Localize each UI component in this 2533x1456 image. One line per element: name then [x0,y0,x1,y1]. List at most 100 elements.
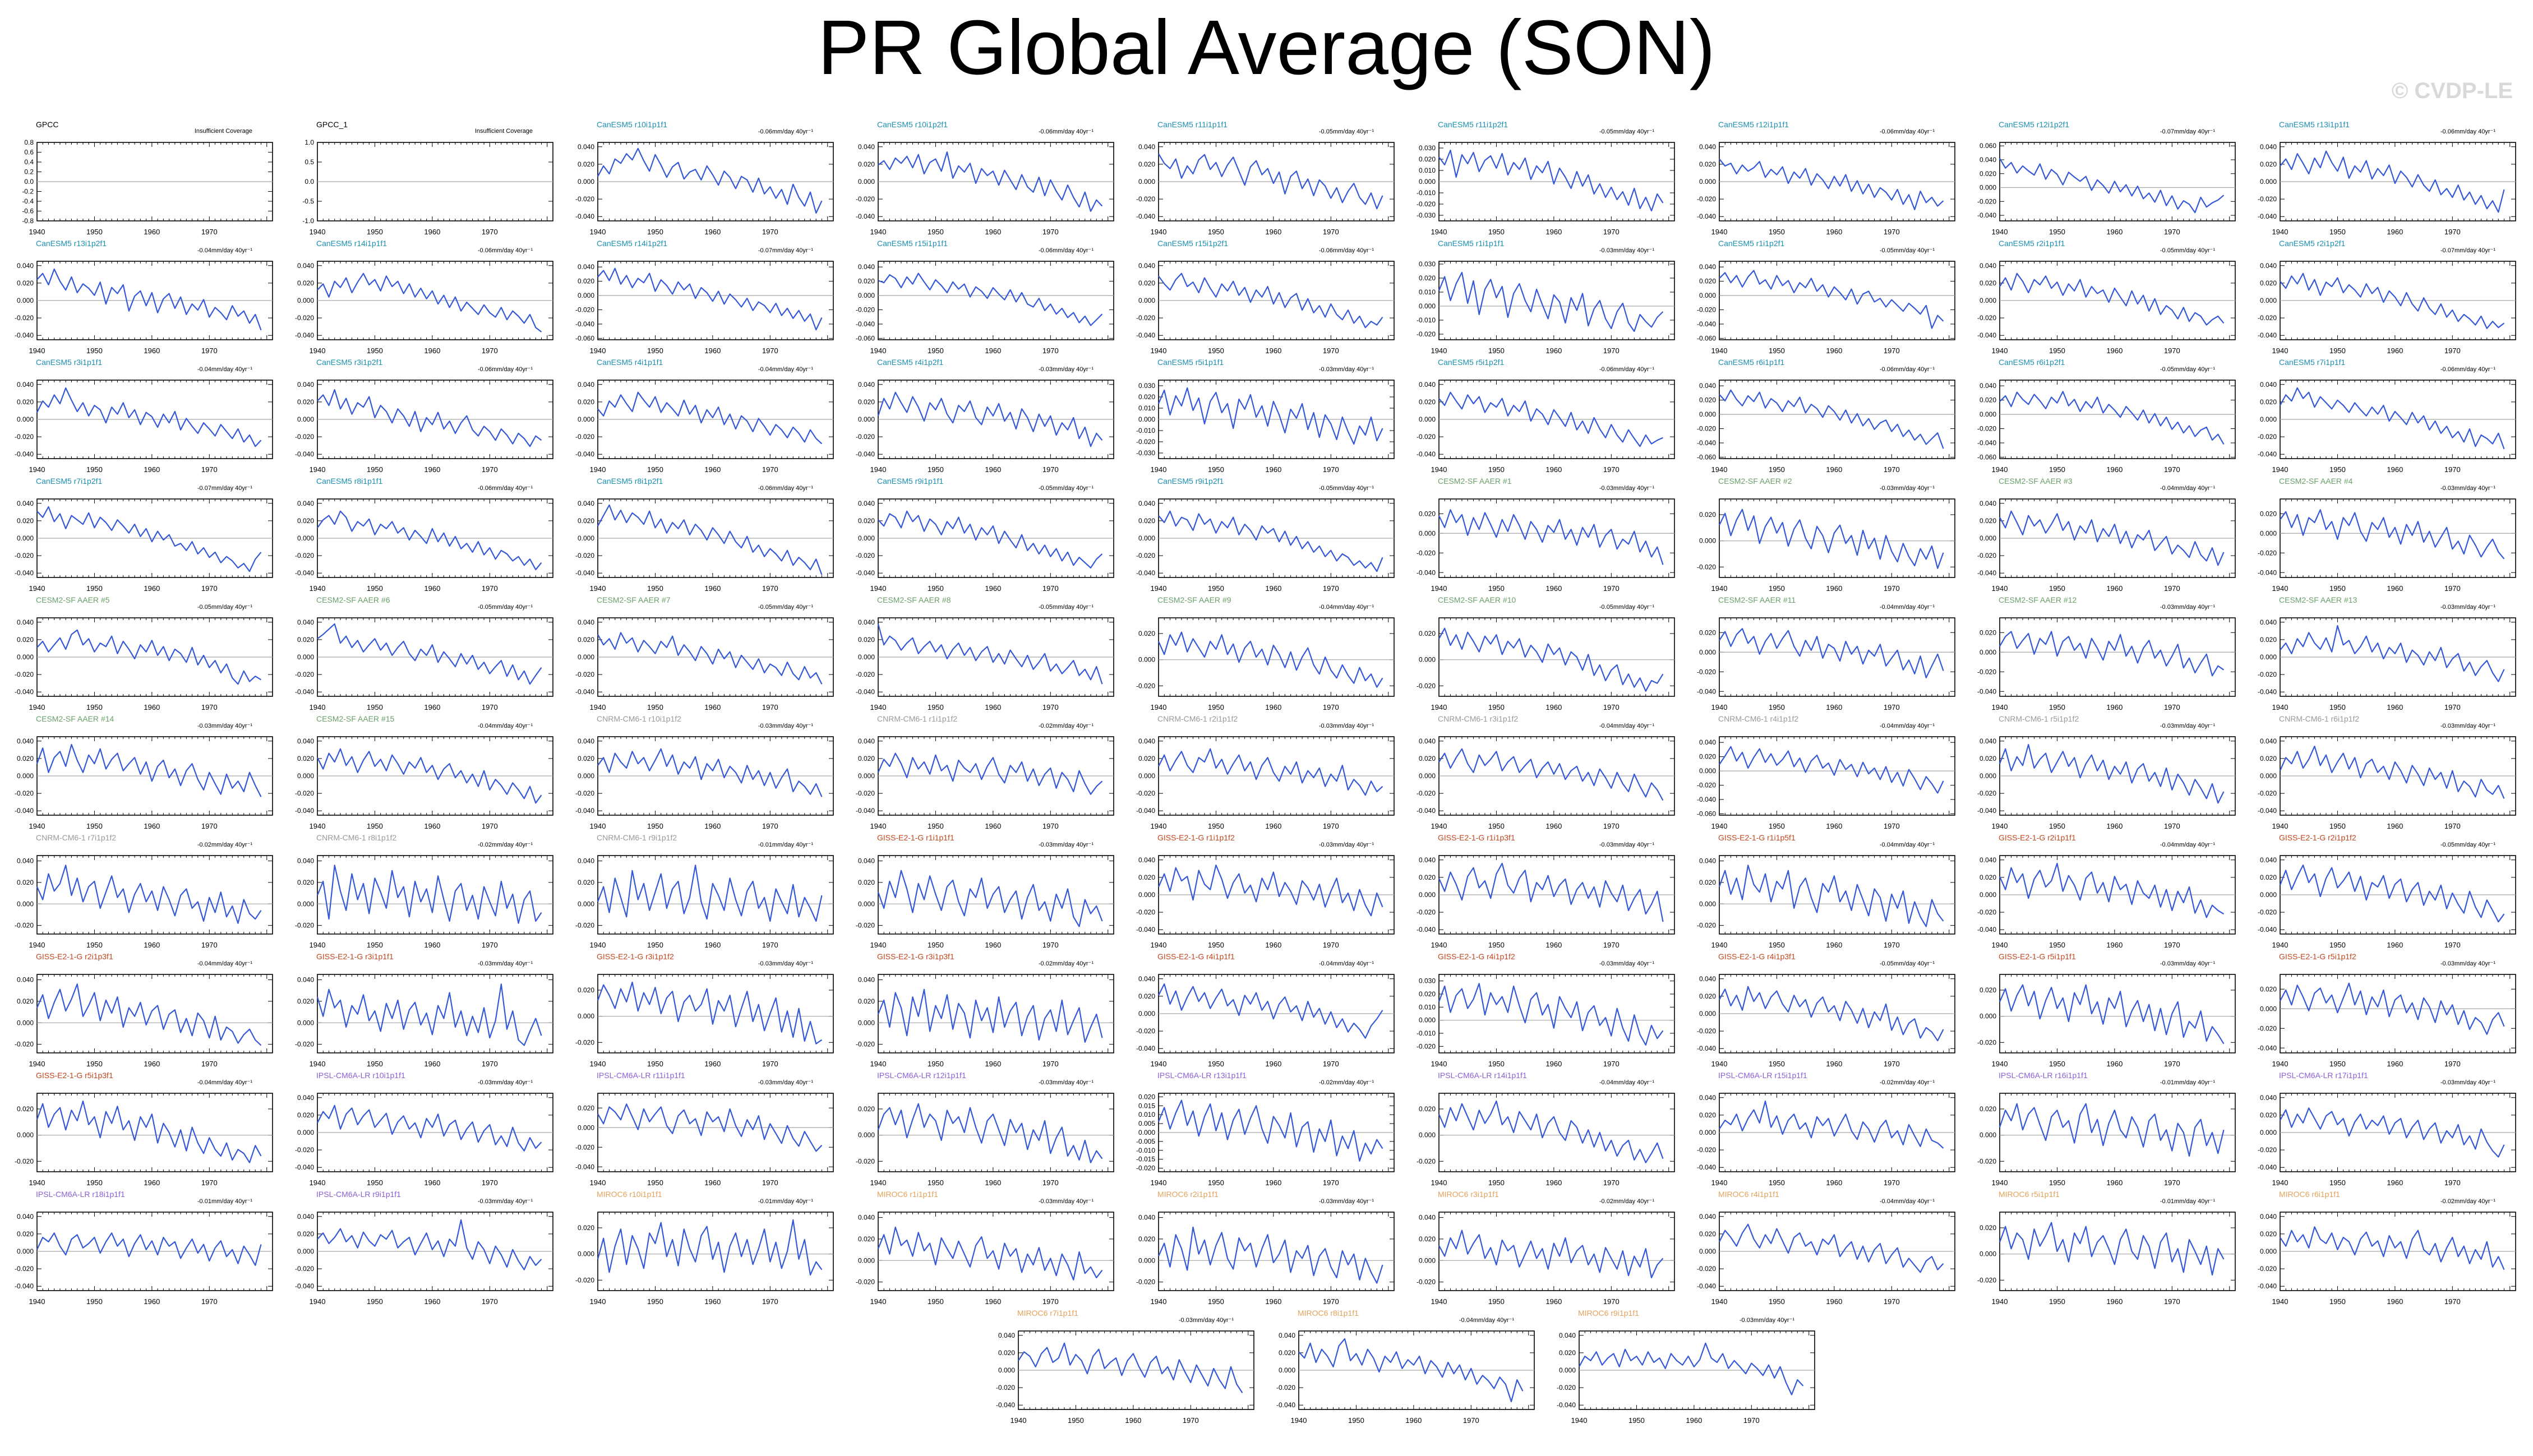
series-line [317,623,542,685]
y-tick-label: 0.000 [858,653,875,661]
panel-trend: -0.04mm/day 40yr⁻¹ [1318,604,1374,611]
panel: CanESM5 r15i1p2f1 -0.06mm/day 40yr⁻¹ 1940 1… [1122,237,1402,355]
panel: CanESM5 r1i1p2f1 -0.05mm/day 40yr⁻¹ 1940 19… [1682,237,1963,355]
x-tick-label: 1950 [928,465,944,474]
y-tick-label: -0.020 [1136,438,1155,446]
y-tick-label: 0.040 [578,263,594,271]
panel-trend: -0.03mm/day 40yr⁻¹ [2440,485,2495,492]
y-tick-label: 0.040 [578,143,594,151]
panel-trend: -0.06mm/day 40yr⁻¹ [477,247,533,254]
y-tick-label: 0.000 [17,534,34,542]
panel-trend: -0.06mm/day 40yr⁻¹ [758,485,813,492]
y-tick-label: -0.020 [575,433,594,441]
panel: CanESM5 r4i1p2f1 -0.03mm/day 40yr⁻¹ 1940 19… [841,355,1122,474]
x-tick-label: 1960 [1545,703,1562,711]
panel-title: CESM2-SF AAER #5 [36,595,110,604]
y-tick-label: 0.040 [578,618,594,626]
y-tick-label: -0.020 [2258,549,2277,557]
y-tick-label: 0.000 [1699,178,1716,186]
x-tick-label: 1960 [2106,465,2123,474]
x-tick-label: 1950 [1769,228,1785,236]
x-tick-label: 1940 [310,703,326,711]
x-tick-label: 1970 [201,228,218,236]
x-tick-label: 1960 [1265,228,1281,236]
panel-plot: 1940 1950 1960 1970 0.020 0.000 -0.020 -0.040 [2258,498,2516,593]
y-tick-label: 0.020 [1699,278,1716,285]
plot-frame [1438,261,1675,340]
y-tick-label: 0.040 [1419,381,1436,389]
series-line [1999,158,2225,214]
panel-plot: 1940 1950 1960 19700.0400.0200.000-0.020-0.… [15,736,273,830]
y-tick-label: 0.020 [1138,393,1155,401]
series-line [1719,509,1944,569]
y-tick-label: 0.000 [1980,648,1996,656]
series-line [1999,510,2225,566]
y-tick-label: 0.020 [1980,279,1996,287]
y-tick-label: 0.020 [297,517,314,525]
x-tick-label: 1970 [1042,228,1059,236]
y-tick-label: 0.040 [1980,382,1996,390]
panel: CanESM5 r8i1p2f1 -0.06mm/day 40yr⁻¹ 1940 19… [561,474,841,593]
x-tick-label: 1970 [2444,703,2461,711]
panel: CanESM5 r3i1p1f1 -0.04mm/day 40yr⁻¹ 1940 19… [0,355,280,474]
series-line [2280,272,2505,329]
x-tick-label: 1950 [1769,584,1785,593]
panel-plot: 1940 1950 1960 19700.0400.0200.000-0.020-0.… [1977,261,2236,355]
y-tick-label: -0.020 [1977,197,1996,205]
x-tick-label: 1970 [1884,584,1900,593]
x-tick-label: 1950 [1208,228,1224,236]
x-tick-label: 1970 [762,584,778,593]
x-tick-label: 1960 [704,228,721,236]
x-tick-label: 1960 [704,465,721,474]
y-tick-label: -0.040 [1697,320,1716,328]
x-tick-label: 1970 [1884,346,1900,355]
y-tick-label: 0.000 [1138,415,1155,423]
y-tick-label: -0.040 [295,688,314,696]
y-tick-label: 0.020 [578,398,594,406]
x-tick-label: 1950 [86,346,103,355]
x-tick-label: 1960 [2106,703,2123,711]
x-tick-label: 1940 [2272,584,2289,593]
panel-plot: 1940 1950 1960 1970 0.020 0.000 -0.020 [1697,498,1955,593]
x-tick-label: 1960 [2387,703,2403,711]
panel: CanESM5 r12i1p2f1 -0.07mm/day 40yr⁻¹ 1940 1… [1963,118,2243,237]
x-tick-label: 1940 [29,346,45,355]
panel: CanESM5 r5i1p1f1 -0.03mm/day 40yr⁻¹ 1940 19… [1122,355,1402,474]
panel-trend: -0.03mm/day 40yr⁻¹ [1318,366,1374,373]
x-tick-label: 1950 [928,584,944,593]
x-tick-label: 1960 [2387,584,2403,593]
y-tick-label: 0.000 [1138,656,1155,664]
x-tick-label: 1970 [1603,703,1620,711]
panel-trend: -0.05mm/day 40yr⁻¹ [758,604,813,611]
y-tick-label: 0.020 [858,278,875,285]
x-tick-label: 1970 [2164,346,2180,355]
y-tick-label: 0.000 [1699,292,1716,299]
x-tick-label: 1970 [762,465,778,474]
x-tick-label: 1940 [1151,465,1167,474]
y-tick-label: 0.040 [1980,500,1996,507]
panel: CanESM5 r2i1p1f1 -0.05mm/day 40yr⁻¹ 1940 19… [1963,237,2243,355]
y-tick-label: 0.020 [1699,628,1716,636]
y-tick-label: 0.000 [1980,184,1996,192]
y-tick-label: 0.020 [578,160,594,168]
x-tick-label: 1950 [1208,703,1224,711]
y-tick-label: -0.010 [1417,189,1436,197]
panel: CanESM5 r9i1p1f1 -0.05mm/day 40yr⁻¹ 1940 19… [841,474,1122,593]
y-tick-label: -0.040 [1977,331,1996,339]
series-line [1438,627,1664,692]
y-tick-label: 0.000 [578,653,594,661]
x-tick-label: 1970 [2164,228,2180,236]
x-tick-label: 1970 [1042,703,1059,711]
x-tick-label: 1960 [985,584,1001,593]
panel: CESM2-SF AAER #11 -0.04mm/day 40yr⁻¹ 1940 1… [1682,593,1963,712]
series-line [1719,389,1944,449]
y-tick-label: -0.040 [2258,568,2277,576]
series-line [597,391,823,445]
panel: CESM2-SF AAER #9 -0.04mm/day 40yr⁻¹ 1940 19… [1122,593,1402,712]
y-tick-label: 0.000 [858,415,875,423]
y-tick-label: 0.040 [2260,618,2277,626]
x-tick-label: 1950 [367,346,383,355]
series-line [1438,149,1664,212]
panel-trend: -0.03mm/day 40yr⁻¹ [1599,485,1654,492]
y-tick-label: -0.020 [575,671,594,678]
